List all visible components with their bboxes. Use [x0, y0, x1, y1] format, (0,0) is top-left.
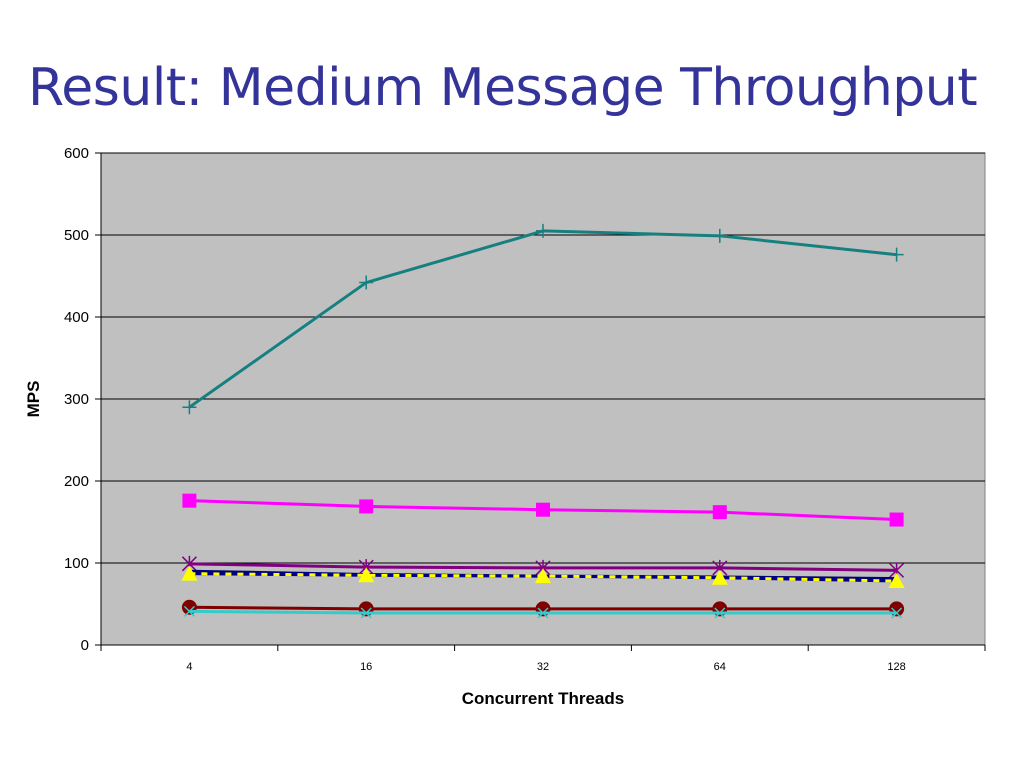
y-tick-label: 400 — [64, 309, 89, 326]
x-tick-label: 4 — [186, 661, 192, 673]
y-tick-label: 300 — [64, 391, 89, 408]
data-point-square — [359, 499, 374, 514]
data-point-x — [714, 607, 726, 619]
series-2 — [182, 493, 904, 527]
x-tick-label: 16 — [360, 661, 372, 673]
series-7 — [183, 605, 903, 619]
x-tick-labels: 4 16 32 64 128 — [186, 661, 905, 673]
data-point-triangle — [888, 573, 905, 589]
data-point-plus — [889, 247, 904, 262]
axes — [95, 152, 986, 651]
series-group — [181, 223, 905, 619]
data-point-plus — [536, 223, 550, 238]
data-point-plus — [182, 400, 197, 415]
y-tick-labels: 0 100 200 300 400 500 600 — [64, 145, 89, 654]
data-point-square — [182, 493, 197, 508]
data-point-square — [889, 512, 904, 527]
series-3 — [181, 555, 905, 579]
data-point-x — [360, 607, 372, 619]
data-point-x — [183, 605, 195, 617]
x-tick-label: 64 — [714, 661, 726, 673]
data-point-triangle — [535, 568, 551, 584]
data-point-square — [712, 505, 727, 520]
y-axis-title: MPS — [24, 381, 43, 418]
y-tick-label: 200 — [64, 473, 89, 490]
slide-title: Result: Medium Message Throughput — [28, 58, 978, 118]
x-tick-label: 128 — [887, 661, 905, 673]
data-point-triangle — [181, 565, 198, 581]
x-tick-label: 32 — [537, 661, 549, 673]
data-point-triangle — [358, 567, 375, 583]
data-point-plus — [359, 275, 374, 290]
data-point-square — [536, 502, 550, 517]
series-5 — [181, 565, 905, 589]
x-axis-title: Concurrent Threads — [462, 689, 624, 708]
data-point-triangle — [711, 569, 728, 585]
y-tick-label: 600 — [64, 145, 89, 162]
data-point-x — [537, 607, 549, 619]
y-tick-label: 100 — [64, 555, 89, 572]
data-point-x — [891, 607, 903, 619]
series-1 — [182, 223, 904, 415]
y-tick-label: 500 — [64, 227, 89, 244]
data-point-plus — [712, 228, 727, 243]
y-tick-label: 0 — [81, 637, 89, 654]
